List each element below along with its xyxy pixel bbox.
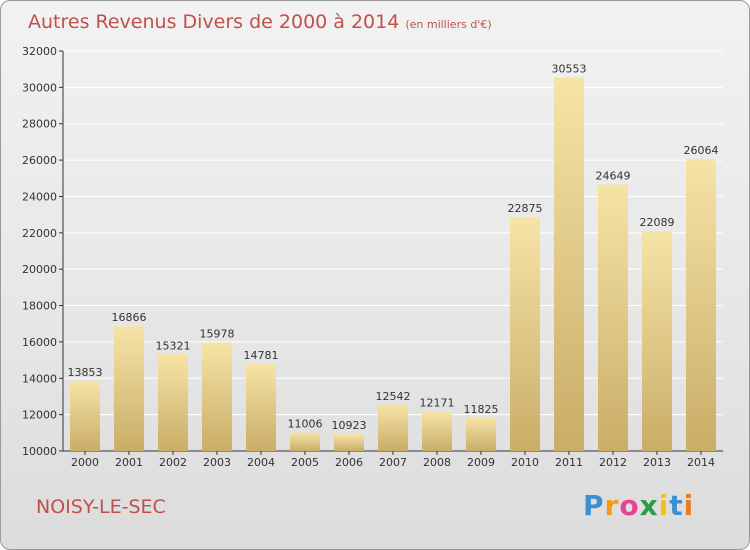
title-text: Autres Revenus Divers de 2000 à 2014 [28,11,400,33]
x-tick-label-2012: 2012 [599,456,627,469]
bar-2006 [334,434,364,451]
y-tick-label: 26000 [22,154,57,167]
y-tick-label: 10000 [22,445,57,458]
y-tick-label: 16000 [22,336,57,349]
logo-letter: o [619,489,640,522]
bar-2004 [246,364,276,451]
logo-letter: t [669,489,684,522]
x-tick-label-2014: 2014 [687,456,715,469]
data-label-2014: 26064 [684,144,719,157]
bar-2002 [158,354,188,451]
x-tick-label-2011: 2011 [555,456,583,469]
bar-2009 [466,417,496,451]
bar-2001 [114,326,144,451]
logo-letter: i [683,489,695,522]
y-tick-label: 22000 [22,227,57,240]
x-tick-label-2009: 2009 [467,456,495,469]
bar-2003 [202,342,232,451]
x-tick-label-2013: 2013 [643,456,671,469]
data-label-2000: 13853 [68,366,103,379]
x-tick-label-2003: 2003 [203,456,231,469]
bar-2000 [70,380,100,451]
data-label-2004: 14781 [244,349,279,362]
y-tick-label: 28000 [22,118,57,131]
chart-title: Autres Revenus Divers de 2000 à 2014 (en … [28,11,492,33]
y-tick-label: 14000 [22,372,57,385]
y-tick-label: 24000 [22,190,57,203]
y-tick-label: 32000 [22,45,57,58]
data-label-2007: 12542 [376,390,411,403]
x-tick-label-2006: 2006 [335,456,363,469]
data-label-2009: 11825 [464,403,499,416]
data-label-2006: 10923 [332,419,367,432]
data-label-2008: 12171 [420,397,455,410]
y-tick-label: 18000 [22,300,57,313]
bar-2005 [290,432,320,451]
data-label-2011: 30553 [552,62,587,75]
proxiti-logo: Proxiti [583,489,694,522]
x-tick-label-2005: 2005 [291,456,319,469]
bar-2012 [598,184,628,451]
data-label-2012: 24649 [596,170,631,183]
y-tick-label: 30000 [22,81,57,94]
bar-2008 [422,411,452,451]
logo-letter: i [658,489,670,522]
y-tick-label: 12000 [22,409,57,422]
bar-2013 [642,231,672,451]
x-tick-label-2010: 2010 [511,456,539,469]
x-tick-label-2008: 2008 [423,456,451,469]
data-label-2005: 11006 [288,418,323,431]
data-label-2013: 22089 [640,216,675,229]
logo-letter: r [604,489,620,522]
x-tick-label-2004: 2004 [247,456,275,469]
bar-2011 [554,77,584,452]
x-tick-label-2000: 2000 [71,456,99,469]
logo-letter: P [583,489,605,522]
bar-2007 [378,404,408,451]
bar-2010 [510,216,540,451]
chart-subtitle: (en milliers d'€) [405,18,492,31]
x-tick-label-2007: 2007 [379,456,407,469]
city-name: NOISY-LE-SEC [36,496,166,518]
data-label-2003: 15978 [200,327,235,340]
bar-2014 [686,158,716,451]
data-label-2002: 15321 [156,339,191,352]
data-label-2010: 22875 [508,202,543,215]
x-tick-label-2001: 2001 [115,456,143,469]
y-tick-label: 20000 [22,263,57,276]
x-tick-label-2002: 2002 [159,456,187,469]
logo-letter: x [639,489,659,522]
data-label-2001: 16866 [112,311,147,324]
